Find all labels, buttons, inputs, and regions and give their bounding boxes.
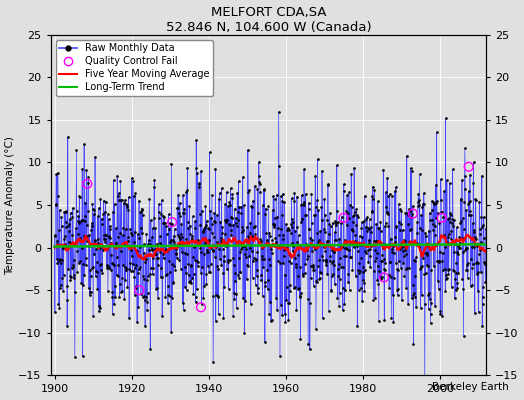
Point: [135, 287, 144, 294]
Legend: Raw Monthly Data, Quality Control Fail, Five Year Moving Average, Long-Term Tren: Raw Monthly Data, Quality Control Fail, …: [56, 40, 213, 96]
Title: MELFORT CDA,SA
52.846 N, 104.600 W (Canada): MELFORT CDA,SA 52.846 N, 104.600 W (Cana…: [166, 6, 371, 34]
Point: [168, 219, 176, 225]
Point: [197, 304, 205, 310]
Point: [340, 215, 348, 221]
Text: Berkeley Earth: Berkeley Earth: [432, 382, 508, 392]
Point: [438, 215, 446, 221]
Point: [380, 274, 388, 281]
Point: [83, 180, 92, 187]
Point: [409, 210, 417, 217]
Y-axis label: Temperature Anomaly (°C): Temperature Anomaly (°C): [6, 136, 16, 274]
Point: [464, 164, 473, 170]
